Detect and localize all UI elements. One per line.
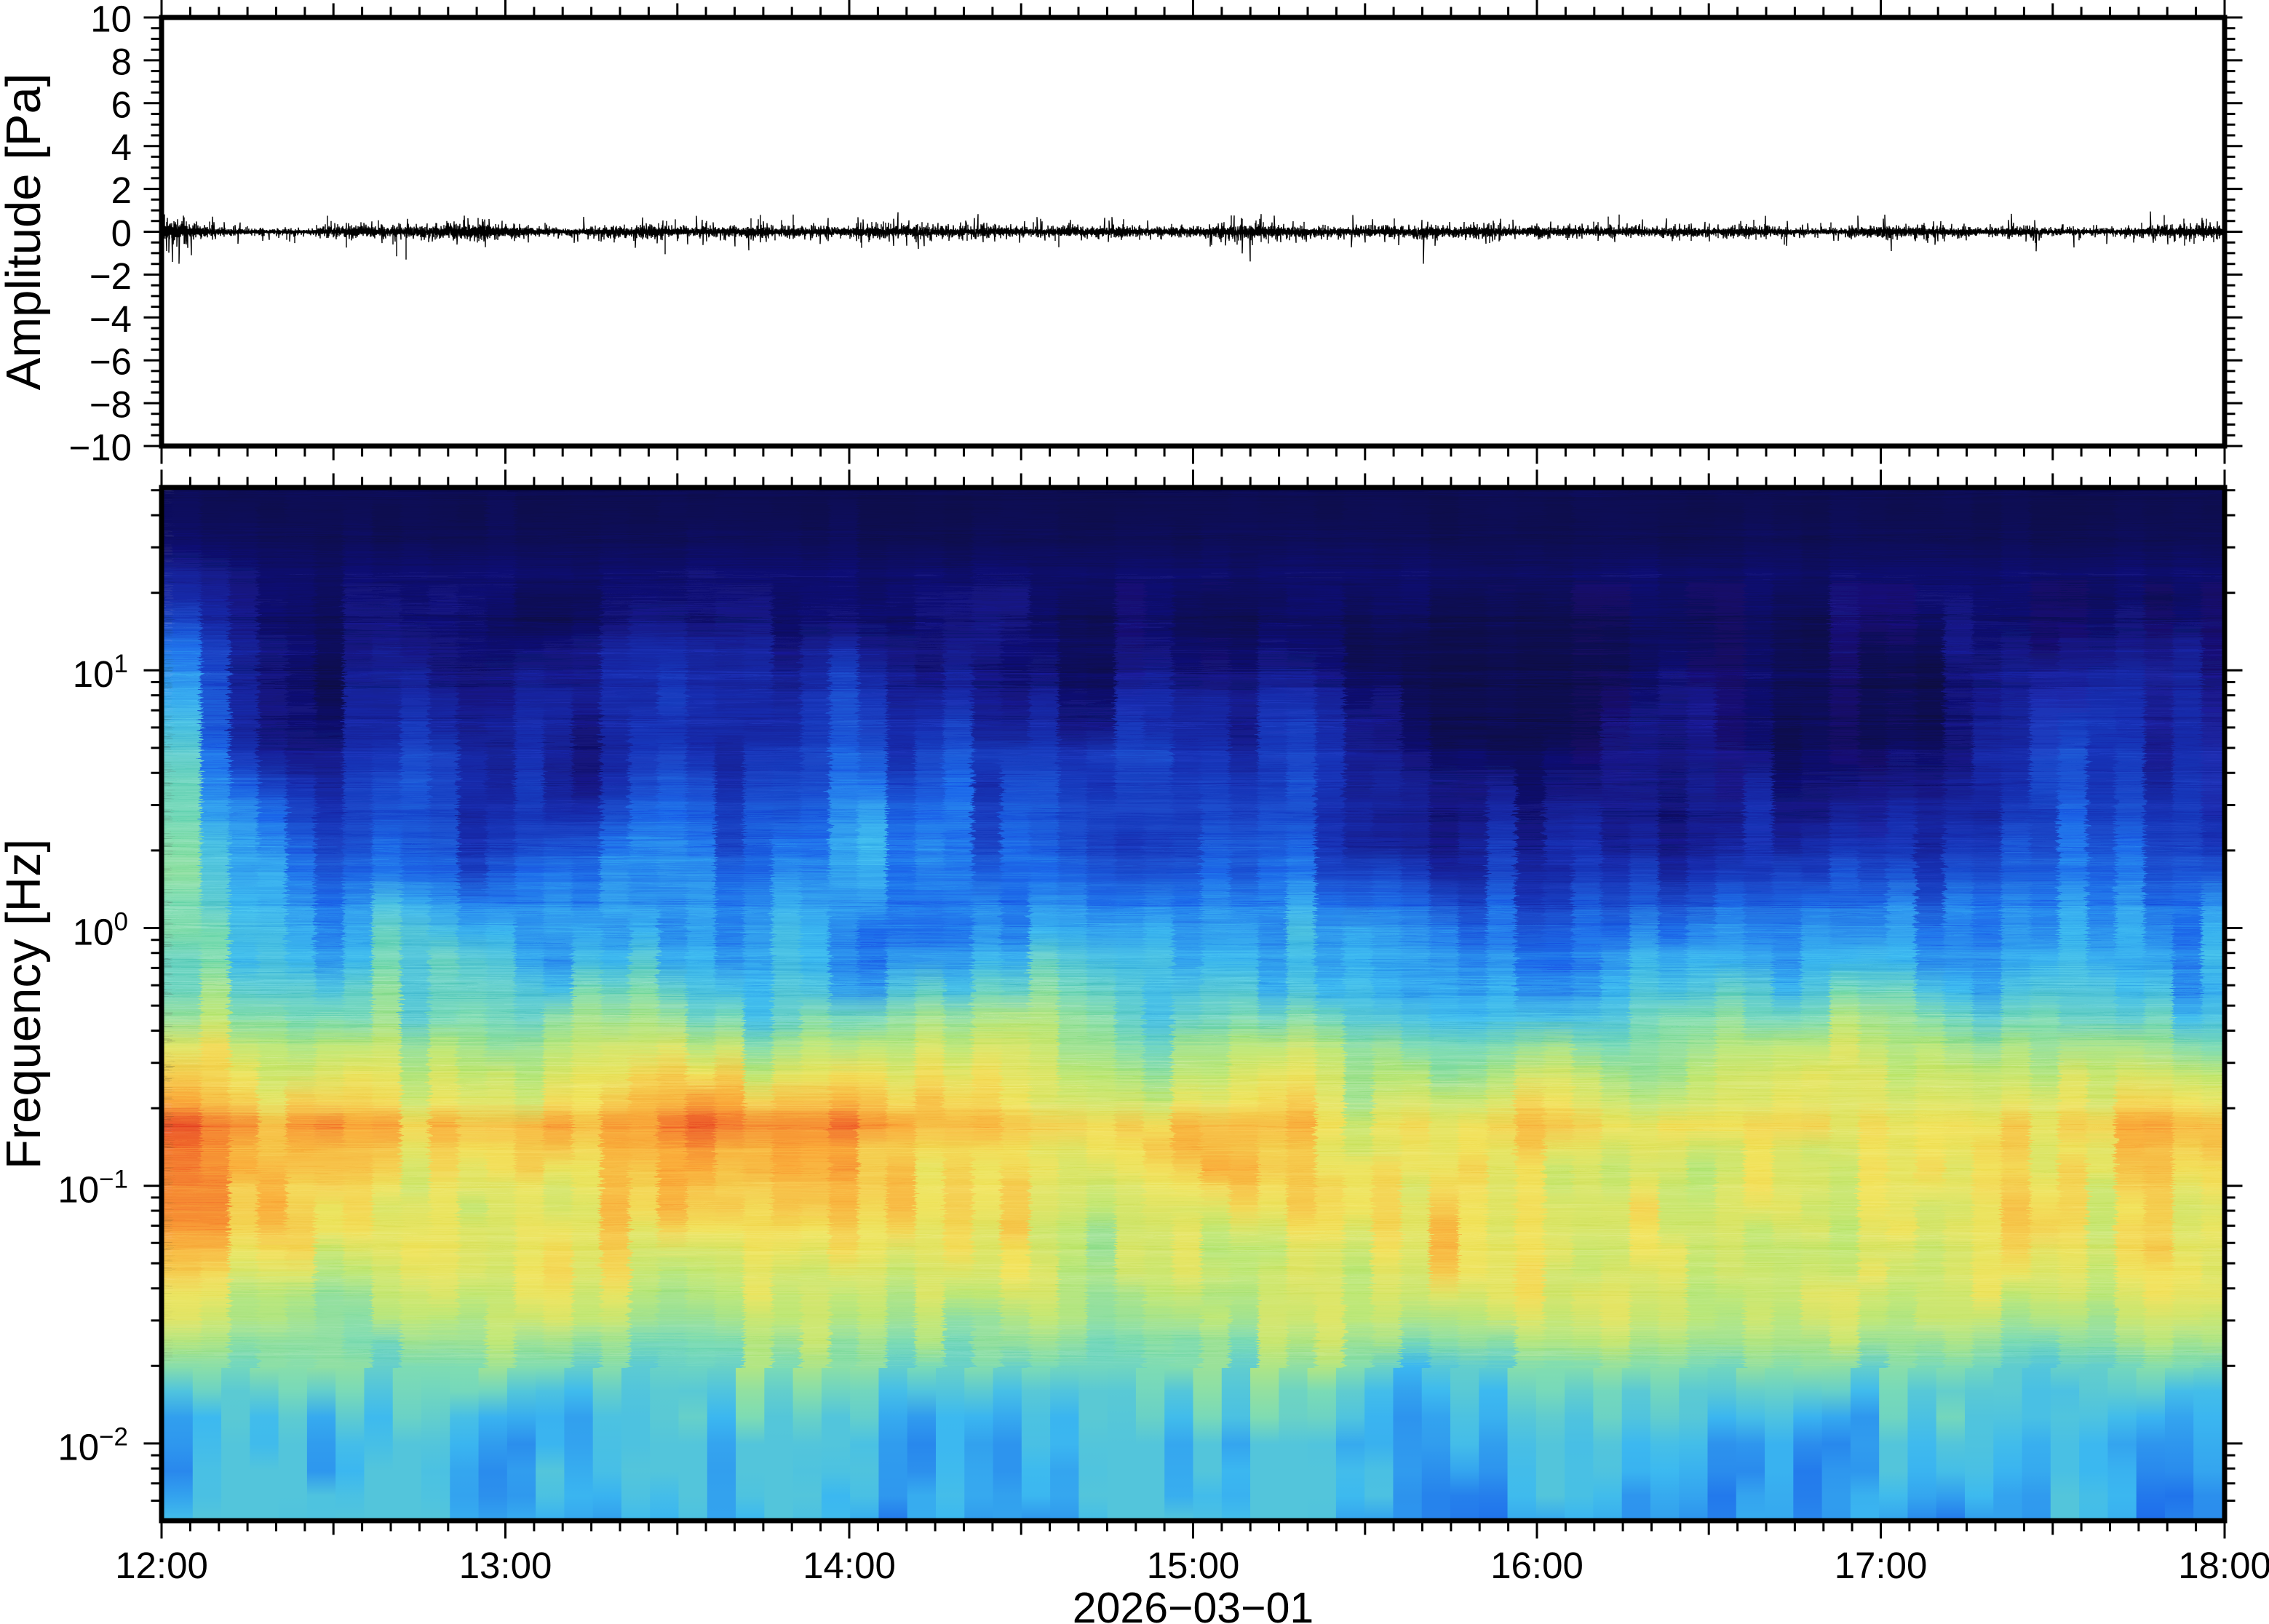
svg-text:Amplitude [Pa]: Amplitude [Pa]	[0, 73, 51, 391]
svg-text:14:00: 14:00	[803, 1545, 896, 1586]
svg-text:8: 8	[111, 41, 132, 82]
svg-text:18:00: 18:00	[2178, 1545, 2269, 1586]
svg-text:16:00: 16:00	[1490, 1545, 1583, 1586]
svg-text:−2: −2	[90, 255, 132, 297]
svg-text:−8: −8	[90, 384, 132, 426]
svg-text:−6: −6	[90, 341, 132, 383]
svg-text:10: 10	[90, 0, 132, 40]
svg-text:17:00: 17:00	[1835, 1545, 1928, 1586]
svg-text:4: 4	[111, 127, 132, 168]
svg-text:12:00: 12:00	[115, 1545, 208, 1586]
svg-text:−4: −4	[90, 298, 132, 340]
svg-text:2: 2	[111, 170, 132, 211]
svg-text:6: 6	[111, 84, 132, 125]
svg-text:2026−03−01: 2026−03−01	[1073, 1584, 1314, 1624]
svg-text:Frequency [Hz]: Frequency [Hz]	[0, 839, 51, 1169]
svg-text:15:00: 15:00	[1147, 1545, 1240, 1586]
svg-text:100: 100	[73, 907, 128, 952]
svg-text:0: 0	[111, 212, 132, 254]
svg-text:13:00: 13:00	[459, 1545, 552, 1586]
svg-text:101: 101	[73, 650, 128, 695]
svg-text:−10: −10	[68, 427, 132, 469]
